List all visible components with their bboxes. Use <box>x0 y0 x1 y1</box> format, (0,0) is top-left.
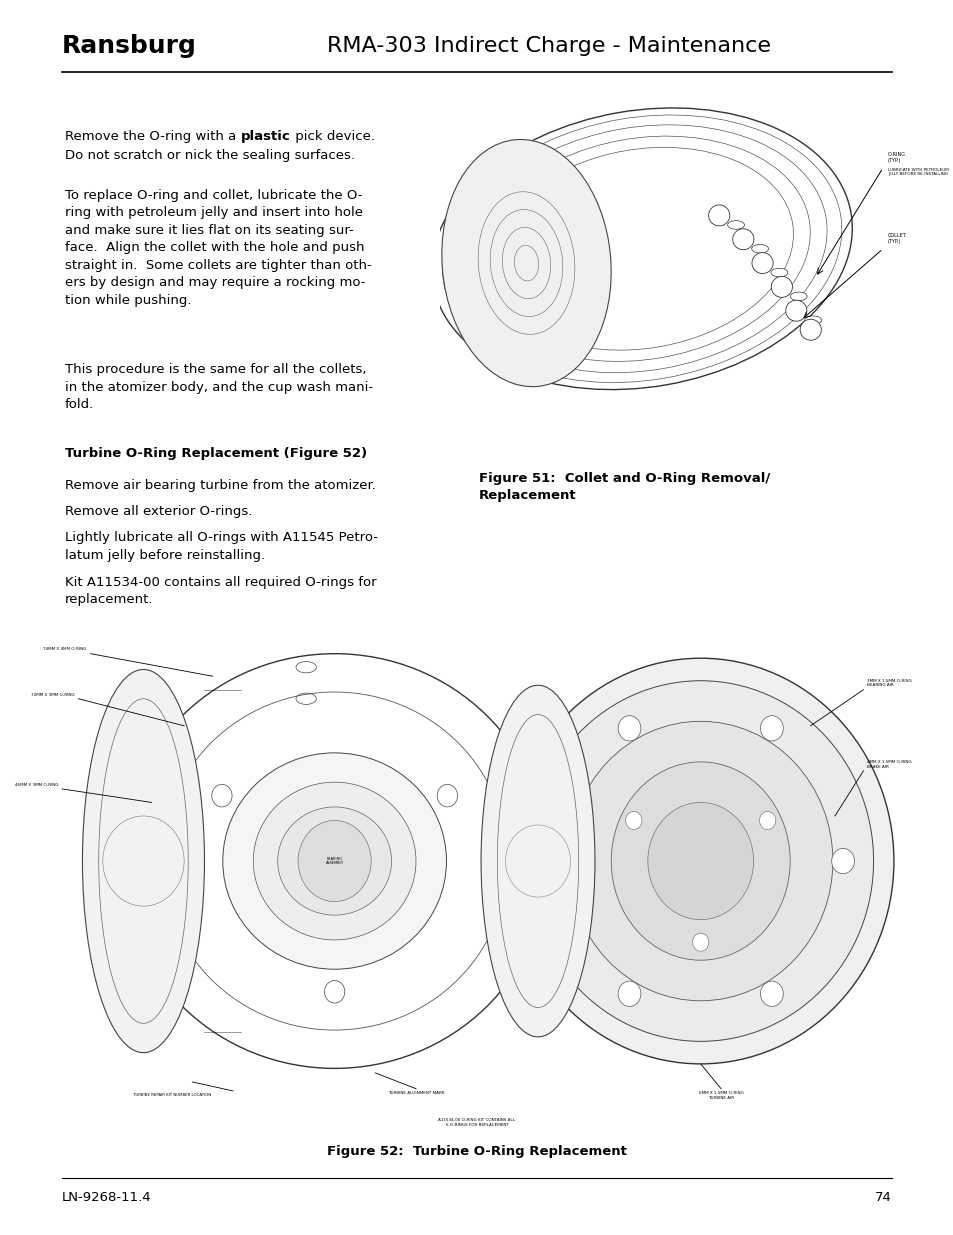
Text: Kit A11534-00 contains all required O-rings for
replacement.: Kit A11534-00 contains all required O-ri… <box>65 576 376 606</box>
Ellipse shape <box>82 669 204 1052</box>
Ellipse shape <box>568 721 832 1000</box>
Circle shape <box>770 277 792 298</box>
Ellipse shape <box>223 753 446 969</box>
Text: 46MM X 3MM O-RING: 46MM X 3MM O-RING <box>14 783 58 787</box>
Text: 74MM X 4MM O-RING: 74MM X 4MM O-RING <box>43 647 87 651</box>
Text: plastic: plastic <box>241 130 291 143</box>
Ellipse shape <box>507 658 893 1063</box>
Circle shape <box>324 981 344 1003</box>
Circle shape <box>546 848 569 873</box>
Circle shape <box>625 811 641 830</box>
Text: TURBINE REPAIR KIT NUMBER LOCATION: TURBINE REPAIR KIT NUMBER LOCATION <box>132 1093 211 1097</box>
Circle shape <box>618 981 640 1007</box>
Text: 3MM X 1.5MM O-RING
BEARING AIR: 3MM X 1.5MM O-RING BEARING AIR <box>866 679 911 688</box>
Ellipse shape <box>751 245 768 253</box>
Text: Remove the O-ring with a: Remove the O-ring with a <box>65 130 240 143</box>
Text: 6MM X 1.5MM O-RING
TURBINE AIR: 6MM X 1.5MM O-RING TURBINE AIR <box>698 1091 742 1099</box>
Text: LUBRICATE WITH PETROLEUM
JELLY BEFORE RE-INSTALLING: LUBRICATE WITH PETROLEUM JELLY BEFORE RE… <box>887 168 947 177</box>
Text: LN-9268-11.4: LN-9268-11.4 <box>62 1192 152 1204</box>
Circle shape <box>759 811 775 830</box>
Circle shape <box>831 848 854 873</box>
Circle shape <box>751 253 772 273</box>
Text: Remove all exterior O-rings.: Remove all exterior O-rings. <box>65 505 252 519</box>
Text: A11534-00 O-RING KIT CONTAINS ALL
6 O-RINGS FOR REPLACEMENT: A11534-00 O-RING KIT CONTAINS ALL 6 O-RI… <box>438 1118 515 1126</box>
Ellipse shape <box>804 316 821 325</box>
Text: BEARING
ASSEMBLY: BEARING ASSEMBLY <box>325 857 343 866</box>
Ellipse shape <box>480 685 595 1037</box>
Ellipse shape <box>527 680 873 1041</box>
Text: This procedure is the same for all the collets,
in the atomizer body, and the cu: This procedure is the same for all the c… <box>65 363 373 411</box>
Text: Do not scratch or nick the sealing surfaces.: Do not scratch or nick the sealing surfa… <box>65 149 355 163</box>
Text: 74: 74 <box>874 1192 891 1204</box>
Text: Figure 52:  Turbine O-Ring Replacement: Figure 52: Turbine O-Ring Replacement <box>327 1145 626 1158</box>
Circle shape <box>692 934 708 951</box>
Text: Figure 51:  Collet and O-Ring Removal/
Replacement: Figure 51: Collet and O-Ring Removal/ Re… <box>478 472 769 501</box>
Ellipse shape <box>789 293 806 300</box>
Circle shape <box>708 205 729 226</box>
Text: COLLET
(TYP.): COLLET (TYP.) <box>887 233 905 245</box>
Text: pick device.: pick device. <box>291 130 375 143</box>
Circle shape <box>212 784 232 806</box>
Ellipse shape <box>441 140 611 387</box>
Circle shape <box>297 820 371 902</box>
Circle shape <box>732 228 753 249</box>
Circle shape <box>760 981 782 1007</box>
Circle shape <box>800 320 821 340</box>
Text: 4MM X 1.5MM O-RING
BRAKE AIR: 4MM X 1.5MM O-RING BRAKE AIR <box>866 760 911 768</box>
Circle shape <box>618 716 640 741</box>
Text: Turbine O-Ring Replacement (Figure 52): Turbine O-Ring Replacement (Figure 52) <box>65 447 367 461</box>
Ellipse shape <box>277 806 391 915</box>
Circle shape <box>611 762 789 961</box>
Text: Remove air bearing turbine from the atomizer.: Remove air bearing turbine from the atom… <box>65 479 375 493</box>
Text: TURBINE ALIGNMENT MARK: TURBINE ALIGNMENT MARK <box>387 1091 444 1095</box>
Circle shape <box>647 803 753 920</box>
Text: RMA-303 Indirect Charge - Maintenance: RMA-303 Indirect Charge - Maintenance <box>326 36 770 56</box>
Circle shape <box>760 716 782 741</box>
Text: 72MM X 3MM O-RING: 72MM X 3MM O-RING <box>30 693 74 697</box>
Ellipse shape <box>727 221 743 230</box>
Text: To replace O-ring and collet, lubricate the O-
ring with petroleum jelly and ins: To replace O-ring and collet, lubricate … <box>65 189 372 308</box>
Text: Lightly lubricate all O-rings with A11545 Petro-
latum jelly before reinstalling: Lightly lubricate all O-rings with A1154… <box>65 531 377 562</box>
Text: O-RING
(TYP.): O-RING (TYP.) <box>887 152 905 163</box>
Circle shape <box>436 784 457 806</box>
Ellipse shape <box>770 268 787 277</box>
Text: Ransburg: Ransburg <box>62 33 196 58</box>
Ellipse shape <box>253 782 416 940</box>
Circle shape <box>785 300 806 321</box>
